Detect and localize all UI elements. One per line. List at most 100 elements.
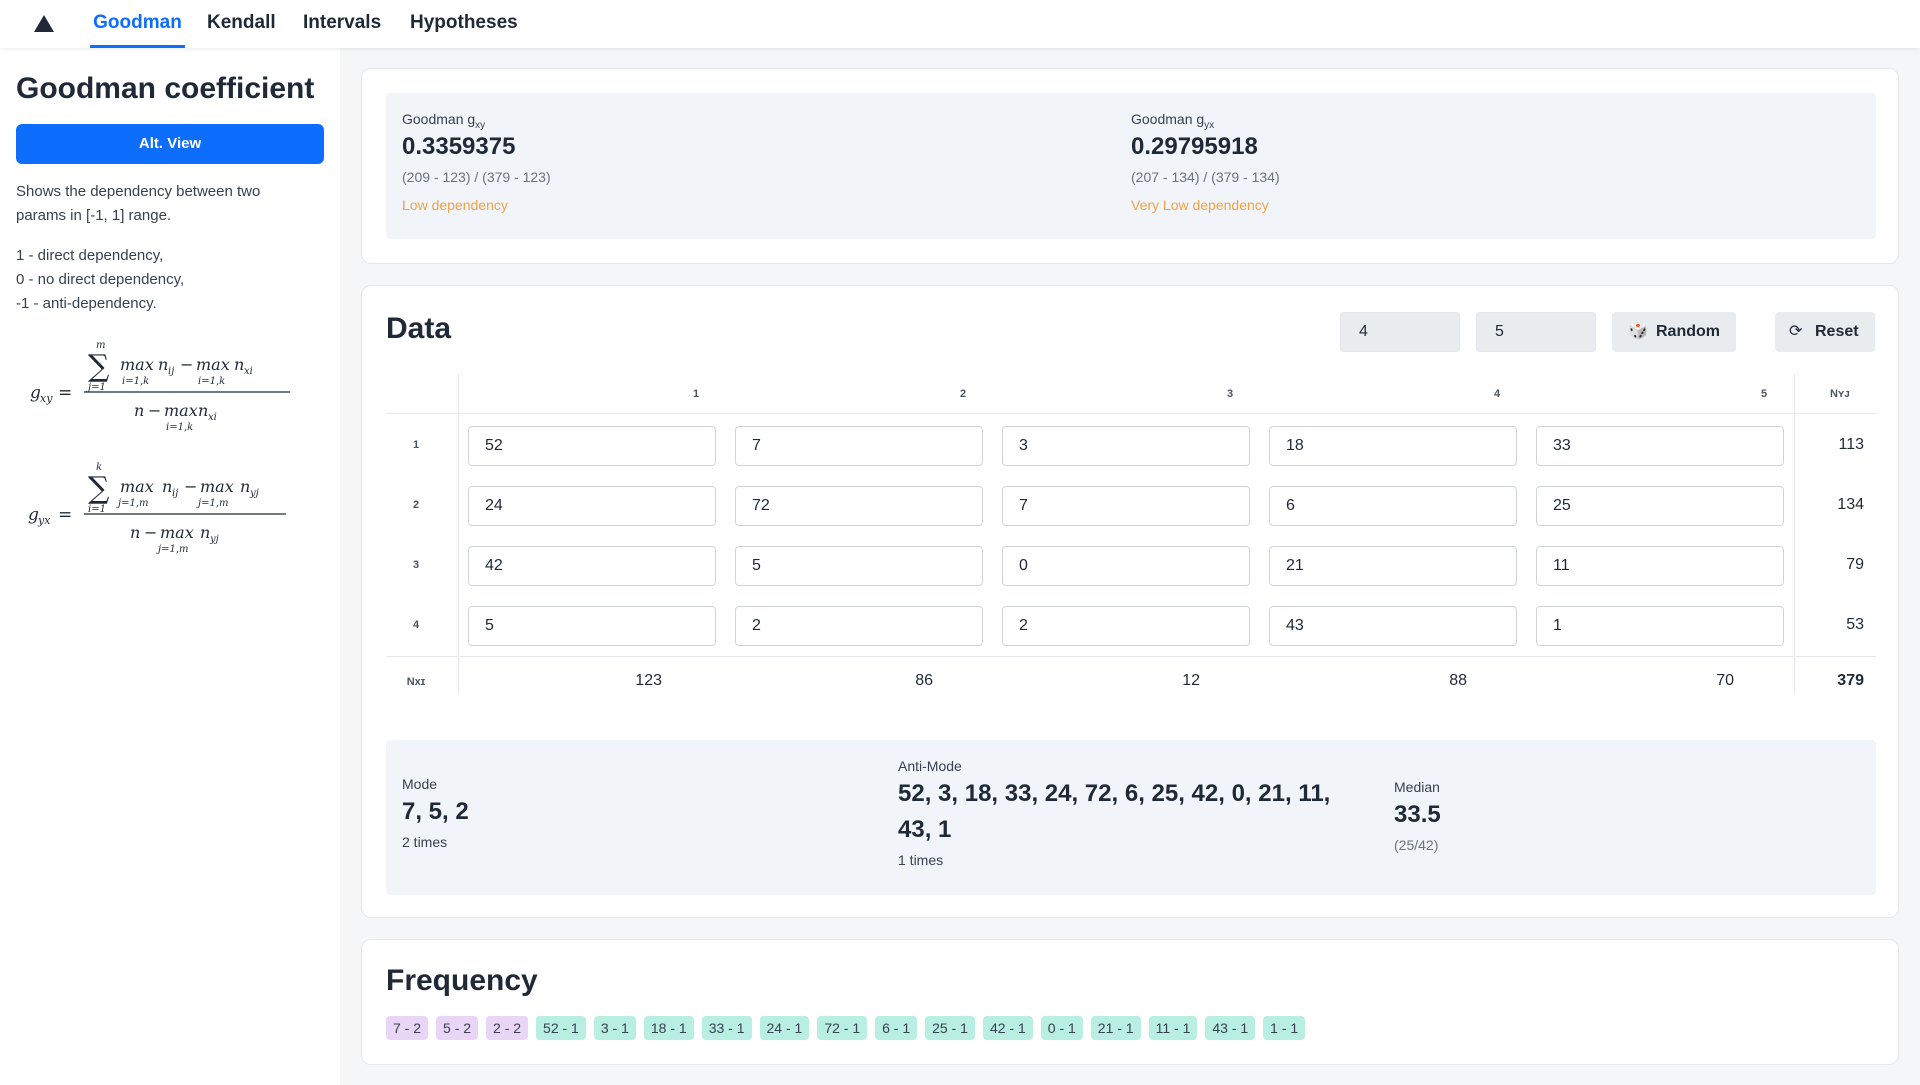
rows-input[interactable] (1340, 312, 1460, 352)
triangle-logo-icon[interactable] (34, 15, 54, 32)
cols-input[interactable] (1476, 312, 1596, 352)
gyx-subscript: yx (1204, 119, 1215, 131)
svg-text:max: max (160, 523, 194, 542)
frequency-badge: 3 - 1 (593, 1016, 636, 1040)
svg-text:max: max (120, 355, 154, 374)
table-cell[interactable] (468, 546, 716, 586)
row-total: 113 (1838, 436, 1864, 453)
table-cell[interactable] (1269, 606, 1517, 646)
col-total: 70 (1716, 672, 1734, 689)
svg-text:−: − (184, 477, 197, 496)
svg-text:yj: yj (249, 488, 259, 499)
table-cell[interactable] (1269, 426, 1517, 466)
svg-text:n: n (134, 401, 144, 420)
table-cell[interactable] (735, 426, 983, 466)
svg-text:max: max (164, 401, 198, 420)
reset-label: Reset (1815, 323, 1859, 340)
frequency-badge: 11 - 1 (1148, 1016, 1198, 1040)
svg-text:g: g (30, 383, 41, 403)
data-card: Data 🎲 Random ⟳ Reset 1 2 3 4 5 Nʏᴊ 1 11… (361, 285, 1899, 918)
random-label: Random (1656, 323, 1720, 340)
table-cell[interactable] (468, 486, 716, 526)
svg-text:max: max (196, 355, 230, 374)
table-cell[interactable] (1002, 486, 1250, 526)
tab-intervals[interactable]: Intervals (303, 12, 382, 33)
legend-none: 0 - no direct dependency, (16, 271, 185, 288)
table-cell[interactable] (468, 606, 716, 646)
dice-icon: 🎲 (1628, 323, 1648, 340)
frequency-badge: 18 - 1 (643, 1016, 694, 1040)
tab-kendall[interactable]: Kendall (207, 12, 276, 33)
gyx-dependency: Very Low dependency (1131, 197, 1269, 213)
svg-text:yx: yx (37, 514, 51, 527)
stats-panel: Mode 7, 5, 2 2 times Anti-Mode 52, 3, 18… (386, 740, 1876, 895)
table-cell[interactable] (735, 546, 983, 586)
svg-text:n: n (162, 477, 172, 496)
table-cell[interactable] (1002, 606, 1250, 646)
svg-text:ij: ij (172, 488, 178, 499)
svg-text:i=1,k: i=1,k (198, 376, 225, 387)
frequency-badge: 33 - 1 (701, 1016, 752, 1040)
frequency-badge: 7 - 2 (386, 1016, 429, 1040)
row-total: 79 (1846, 556, 1864, 573)
row-header: 2 (412, 499, 420, 511)
svg-text:xi: xi (208, 412, 217, 423)
col-total-header-label: Nxɪ (406, 676, 426, 688)
frequency-badge: 2 - 2 (486, 1016, 529, 1040)
median-value: 33.5 (1394, 801, 1441, 828)
mode-value: 7, 5, 2 (402, 798, 469, 825)
svg-text:k: k (96, 462, 102, 473)
row-header: 3 (412, 559, 420, 571)
svg-text:i=1: i=1 (88, 504, 106, 515)
svg-text:yj: yj (209, 534, 219, 545)
goodman-panel: Goodman gxy 0.3359375 (209 - 123) / (379… (386, 93, 1876, 239)
svg-text:n: n (234, 355, 244, 374)
svg-text:n: n (200, 523, 210, 542)
col-header: 1 (693, 388, 700, 400)
gyx-label-text: Goodman g (1131, 111, 1205, 127)
col-total: 123 (635, 672, 662, 689)
table-cell[interactable] (1536, 426, 1784, 466)
goodman-result-card: Goodman gxy 0.3359375 (209 - 123) / (379… (361, 68, 1899, 264)
table-cell[interactable] (1536, 486, 1784, 526)
svg-text:m: m (96, 340, 105, 351)
table-cell[interactable] (1002, 546, 1250, 586)
table-cell[interactable] (1269, 546, 1517, 586)
frequency-badge: 42 - 1 (982, 1016, 1033, 1040)
table-cell[interactable] (1002, 426, 1250, 466)
formula-gyx: g yx = k ∑ i=1 max j=1,m n ij − max j=1,… (28, 462, 286, 555)
frequency-badge: 21 - 1 (1090, 1016, 1141, 1040)
anti-mode-value-line1: 52, 3, 18, 33, 24, 72, 6, 25, 42, 0, 21,… (898, 780, 1331, 807)
median-label: Median (1394, 779, 1440, 795)
svg-text:i=1,k: i=1,k (166, 422, 193, 433)
top-nav: Goodman Kendall Intervals Hypotheses (0, 0, 1920, 48)
table-cell[interactable] (468, 426, 716, 466)
svg-text:∑: ∑ (88, 349, 110, 384)
svg-text:xy: xy (40, 392, 53, 405)
tab-goodman[interactable]: Goodman (90, 0, 185, 48)
table-cell[interactable] (1269, 486, 1517, 526)
legend-direct: 1 - direct dependency, (16, 247, 164, 264)
table-cell[interactable] (735, 486, 983, 526)
data-title: Data (386, 312, 452, 345)
row-header: 1 (412, 439, 420, 451)
tab-hypotheses[interactable]: Hypotheses (410, 12, 518, 33)
frequency-badge: 1 - 1 (1263, 1016, 1306, 1040)
col-header: 4 (1494, 388, 1501, 400)
table-cell[interactable] (735, 606, 983, 646)
alt-view-button[interactable]: Alt. View (16, 124, 324, 164)
gxy-label-text: Goodman g (402, 111, 476, 127)
table-cell[interactable] (1536, 546, 1784, 586)
svg-text:=: = (58, 383, 72, 403)
table-cell[interactable] (1536, 606, 1784, 646)
frequency-badge: 43 - 1 (1205, 1016, 1256, 1040)
reset-button[interactable]: ⟳ Reset (1775, 312, 1875, 352)
random-button[interactable]: 🎲 Random (1612, 312, 1736, 352)
totals-divider (386, 656, 1876, 657)
anti-mode-count: 1 times (898, 852, 944, 868)
total-col-divider (1794, 374, 1795, 694)
frequency-title: Frequency (386, 964, 538, 997)
gxy-formula: (209 - 123) / (379 - 123) (402, 169, 551, 185)
svg-text:=: = (58, 505, 72, 525)
frequency-badges: 7 - 2 5 - 2 2 - 2 52 - 1 3 - 1 18 - 1 33 - 1 24… (386, 1016, 1306, 1040)
